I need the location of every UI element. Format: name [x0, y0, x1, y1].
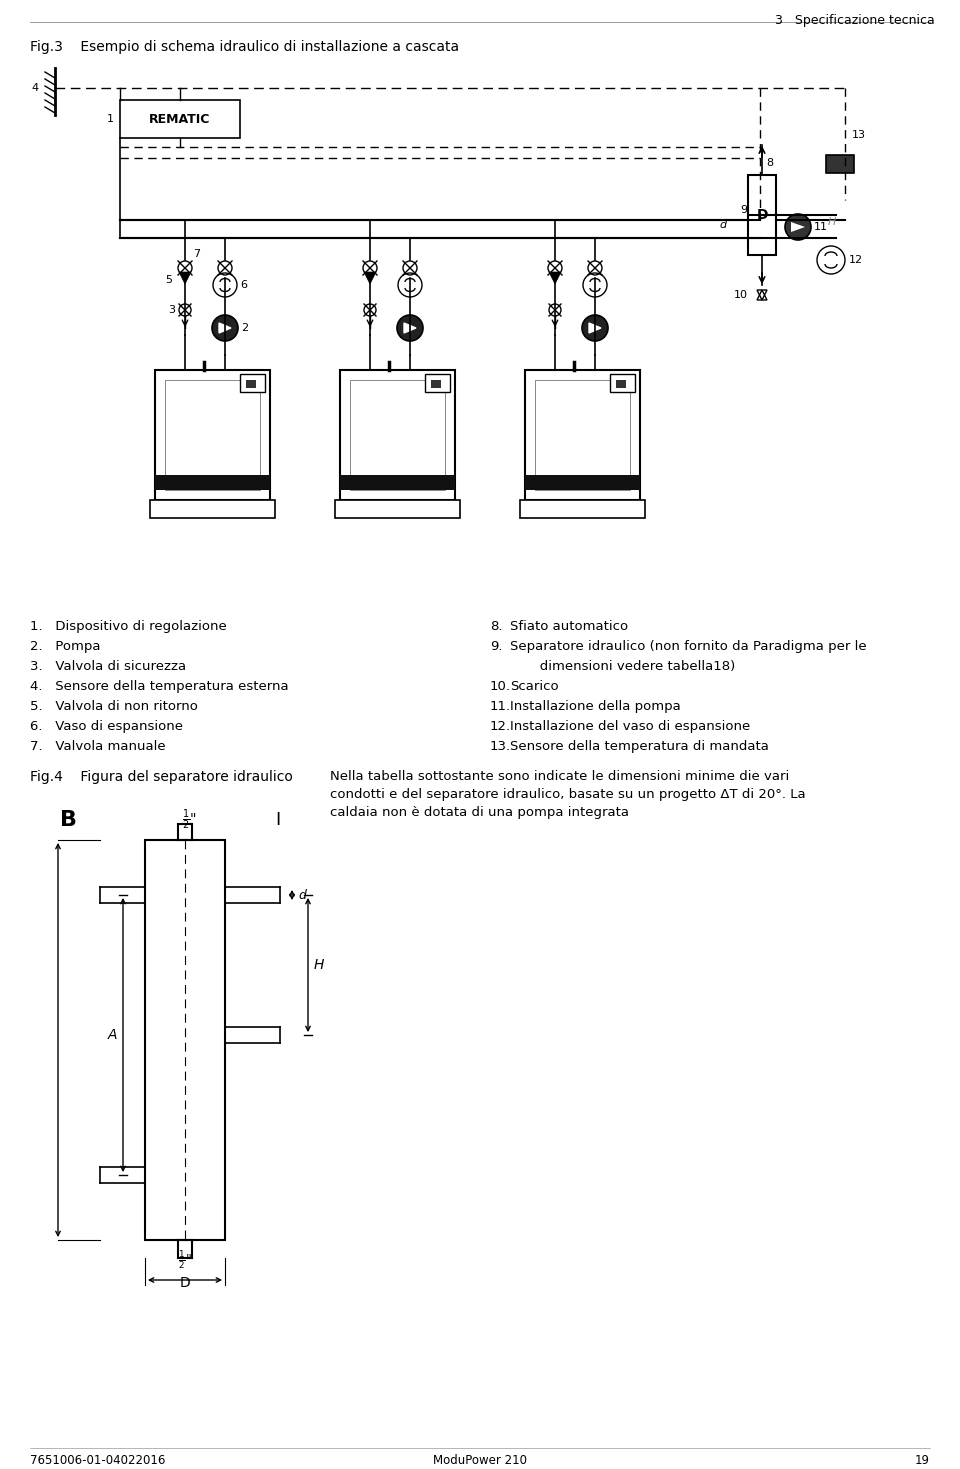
Bar — [525, 474, 640, 491]
Text: Sfiato automatico: Sfiato automatico — [510, 620, 628, 633]
Text: 12: 12 — [849, 256, 863, 264]
Bar — [155, 474, 270, 491]
Text: Installazione del vaso di espansione: Installazione del vaso di espansione — [510, 720, 751, 733]
Text: 11: 11 — [814, 222, 828, 232]
Text: d: d — [720, 220, 727, 231]
Text: 7651006-01-04022016: 7651006-01-04022016 — [30, 1454, 165, 1468]
Text: A: A — [108, 1028, 117, 1042]
Polygon shape — [549, 272, 561, 284]
Text: Fig.3    Esempio di schema idraulico di installazione a cascata: Fig.3 Esempio di schema idraulico di ins… — [30, 40, 459, 54]
Bar — [616, 380, 626, 388]
Bar — [340, 474, 455, 491]
Text: 5: 5 — [165, 275, 173, 285]
Text: caldaia non è dotata di una pompa integrata: caldaia non è dotata di una pompa integr… — [330, 806, 629, 820]
Bar — [425, 375, 450, 392]
Bar — [150, 499, 275, 519]
Polygon shape — [404, 323, 416, 333]
Bar — [165, 380, 260, 491]
Text: 2: 2 — [241, 323, 248, 333]
Bar — [525, 370, 640, 499]
Bar — [350, 380, 445, 491]
Text: $\mathregular{\frac{1}{2}}$": $\mathregular{\frac{1}{2}}$" — [179, 1249, 192, 1271]
Text: 8.: 8. — [490, 620, 502, 633]
Text: 11.: 11. — [490, 701, 511, 712]
Text: 4.   Sensore della temperatura esterna: 4. Sensore della temperatura esterna — [30, 680, 289, 693]
Text: condotti e del separatore idraulico, basate su un progetto ΔT di 20°. La: condotti e del separatore idraulico, bas… — [330, 787, 805, 801]
Text: 9.: 9. — [490, 640, 502, 654]
Text: 10.: 10. — [490, 680, 511, 693]
Text: D: D — [180, 1277, 190, 1290]
Text: $\mathregular{\frac{1}{2}}$": $\mathregular{\frac{1}{2}}$" — [182, 808, 198, 831]
Text: 3: 3 — [168, 306, 175, 314]
Text: B: B — [60, 809, 77, 830]
Text: 9: 9 — [740, 206, 747, 214]
Text: H: H — [314, 958, 324, 972]
Text: 13: 13 — [852, 129, 866, 140]
Text: 12.: 12. — [490, 720, 511, 733]
Bar — [155, 370, 270, 499]
Text: 1: 1 — [107, 115, 114, 123]
Bar — [240, 375, 265, 392]
Bar — [826, 156, 854, 173]
Text: Nella tabella sottostante sono indicate le dimensioni minime die vari: Nella tabella sottostante sono indicate … — [330, 770, 789, 783]
Text: 2.   Pompa: 2. Pompa — [30, 640, 101, 654]
Text: Sensore della temperatura di mandata: Sensore della temperatura di mandata — [510, 740, 769, 754]
Text: Scarico: Scarico — [510, 680, 559, 693]
Text: 5.   Valvola di non ritorno: 5. Valvola di non ritorno — [30, 701, 198, 712]
Text: 7.   Valvola manuale: 7. Valvola manuale — [30, 740, 166, 754]
Text: 19: 19 — [915, 1454, 930, 1468]
Text: H: H — [828, 217, 836, 228]
Bar — [340, 370, 455, 499]
Polygon shape — [364, 272, 376, 284]
Text: 6.   Vaso di espansione: 6. Vaso di espansione — [30, 720, 183, 733]
Polygon shape — [219, 323, 231, 333]
Text: 4: 4 — [32, 84, 38, 93]
Text: 8: 8 — [766, 159, 773, 167]
Text: 3   Specificazione tecnica: 3 Specificazione tecnica — [776, 15, 935, 26]
Bar — [520, 499, 645, 519]
Circle shape — [212, 314, 238, 341]
Text: d: d — [298, 889, 306, 902]
Polygon shape — [589, 323, 601, 333]
Text: 6: 6 — [240, 281, 247, 289]
Text: Installazione della pompa: Installazione della pompa — [510, 701, 681, 712]
Bar — [335, 499, 460, 519]
Text: D: D — [756, 209, 768, 222]
Text: I: I — [275, 811, 280, 829]
Bar — [610, 375, 635, 392]
Bar — [145, 840, 225, 1240]
Polygon shape — [179, 272, 191, 284]
Text: 13.: 13. — [490, 740, 511, 754]
Text: 7: 7 — [193, 250, 200, 259]
Bar — [120, 100, 240, 138]
Bar — [431, 380, 441, 388]
Text: ModuPower 210: ModuPower 210 — [433, 1454, 527, 1468]
Text: Fig.4    Figura del separatore idraulico: Fig.4 Figura del separatore idraulico — [30, 770, 293, 784]
Text: 10: 10 — [734, 289, 748, 300]
Polygon shape — [791, 222, 805, 232]
Circle shape — [397, 314, 423, 341]
Text: 3.   Valvola di sicurezza: 3. Valvola di sicurezza — [30, 660, 186, 673]
Circle shape — [582, 314, 608, 341]
Bar — [246, 380, 256, 388]
Bar — [535, 380, 630, 491]
Bar — [748, 175, 776, 256]
Text: REMATIC: REMATIC — [150, 113, 210, 125]
Text: Separatore idraulico (non fornito da Paradigma per le: Separatore idraulico (non fornito da Par… — [510, 640, 867, 654]
Text: 1.   Dispositivo di regolazione: 1. Dispositivo di regolazione — [30, 620, 227, 633]
Text: dimensioni vedere tabella18): dimensioni vedere tabella18) — [510, 660, 735, 673]
Circle shape — [785, 214, 811, 239]
